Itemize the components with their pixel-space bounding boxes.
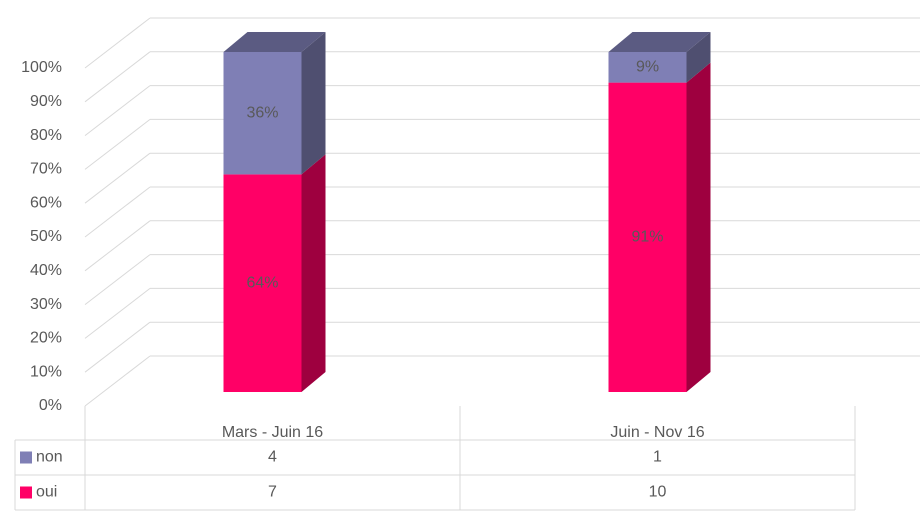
data-label: 64% bbox=[246, 274, 278, 291]
grid-line bbox=[84, 254, 151, 305]
y-tick-label: 30% bbox=[30, 296, 62, 313]
y-tick-label: 90% bbox=[30, 93, 62, 110]
y-tick-label: 80% bbox=[30, 127, 62, 144]
y-tick-label: 20% bbox=[30, 330, 62, 347]
bar-front bbox=[608, 82, 687, 392]
data-label: 36% bbox=[246, 104, 278, 121]
y-tick-label: 70% bbox=[30, 161, 62, 178]
grid-line bbox=[84, 186, 151, 238]
bar bbox=[608, 32, 711, 83]
data-label: 91% bbox=[631, 229, 663, 246]
table-cell: 1 bbox=[653, 449, 662, 466]
bar-side bbox=[686, 32, 711, 83]
legend-swatch bbox=[20, 451, 32, 464]
bar-front bbox=[223, 174, 302, 392]
data-label: 9% bbox=[636, 59, 659, 76]
bar-side bbox=[301, 154, 326, 392]
y-tick-label: 10% bbox=[30, 363, 62, 380]
bar-top bbox=[223, 32, 326, 52]
legend-label: oui bbox=[36, 484, 57, 501]
table-cell: 7 bbox=[268, 484, 277, 501]
legend-label: non bbox=[36, 449, 63, 466]
grid-line bbox=[84, 321, 151, 373]
grid-line bbox=[84, 51, 151, 103]
y-tick-label: 40% bbox=[30, 262, 62, 279]
x-tick-label: Juin - Nov 16 bbox=[610, 424, 704, 441]
table-cell: 4 bbox=[268, 449, 277, 466]
y-tick-label: 60% bbox=[30, 194, 62, 211]
bar-front bbox=[223, 52, 302, 175]
bar-side bbox=[686, 62, 711, 392]
bar bbox=[608, 62, 711, 392]
grid-line bbox=[84, 220, 151, 272]
table-cell: 10 bbox=[649, 484, 667, 501]
grid-line bbox=[84, 119, 151, 170]
legend-swatch bbox=[20, 486, 32, 499]
bar-side bbox=[301, 32, 326, 175]
grid-line bbox=[84, 288, 151, 339]
grid-line bbox=[84, 152, 151, 204]
x-tick-label: Mars - Juin 16 bbox=[222, 424, 323, 441]
grid-line bbox=[84, 85, 151, 136]
y-tick-label: 100% bbox=[21, 59, 62, 76]
y-tick-label: 50% bbox=[30, 228, 62, 245]
grid-line bbox=[84, 355, 151, 407]
grid-line bbox=[84, 17, 151, 69]
bar bbox=[223, 154, 326, 392]
y-tick-label: 0% bbox=[39, 397, 62, 414]
bar bbox=[223, 32, 326, 175]
bar-top bbox=[608, 32, 711, 52]
bar-front bbox=[608, 52, 687, 83]
